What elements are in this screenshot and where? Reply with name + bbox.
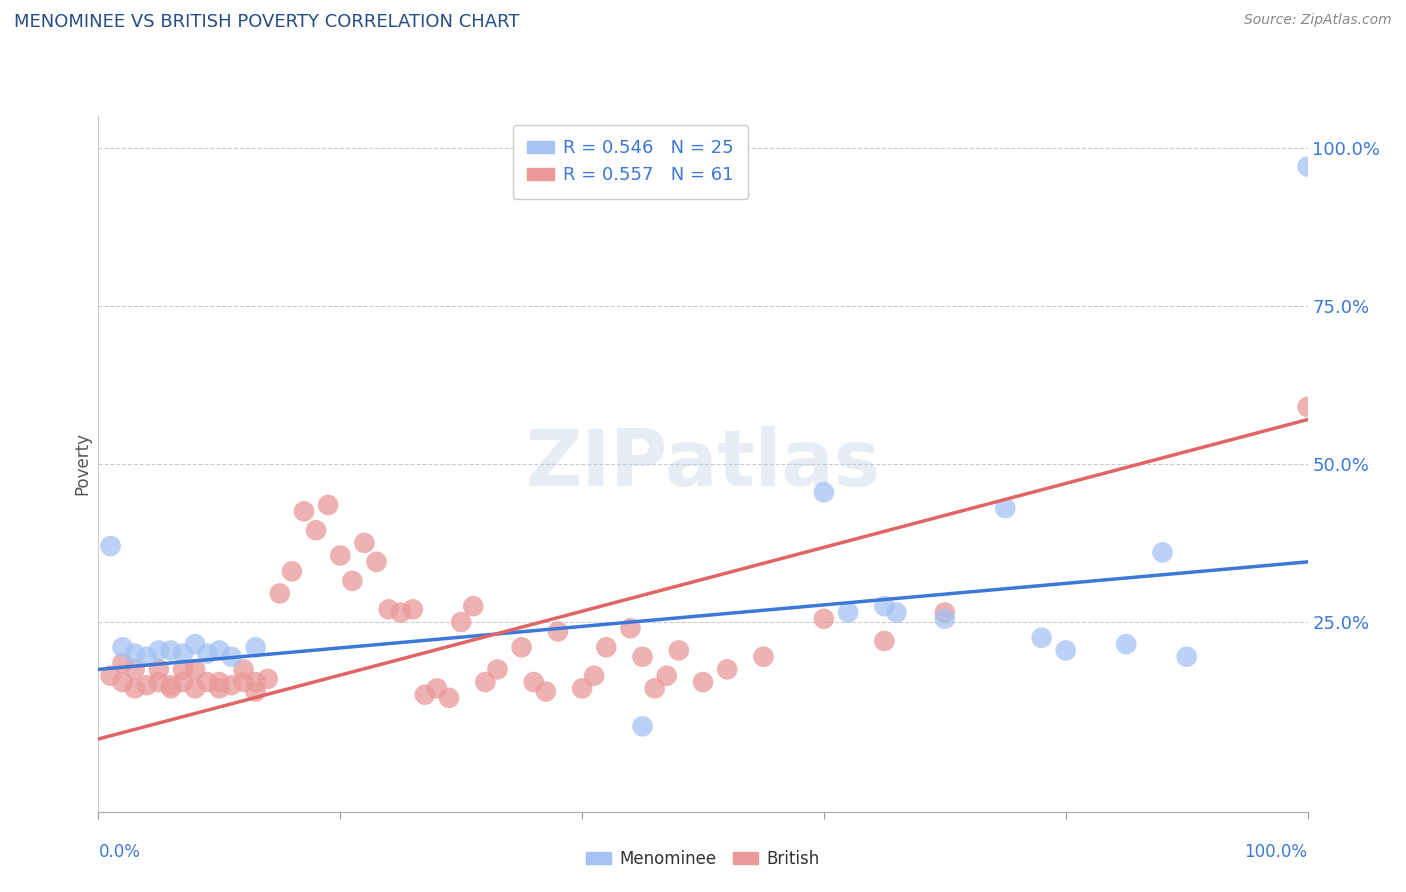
Point <box>474 675 496 690</box>
Point <box>873 634 896 648</box>
Point <box>402 602 425 616</box>
Point <box>281 565 304 579</box>
Point <box>631 719 654 733</box>
Point <box>124 647 146 661</box>
Point <box>195 647 218 661</box>
Point <box>111 640 134 655</box>
Text: 0.0%: 0.0% <box>98 843 141 861</box>
Point <box>631 649 654 664</box>
Point <box>353 536 375 550</box>
Point <box>450 615 472 629</box>
Point <box>245 684 267 698</box>
Point <box>413 688 436 702</box>
Point <box>523 675 546 690</box>
Point <box>437 690 460 705</box>
Point <box>100 669 122 683</box>
Point <box>221 678 243 692</box>
Point <box>595 640 617 655</box>
Point <box>934 606 956 620</box>
Point <box>111 656 134 670</box>
Point <box>160 681 183 696</box>
Text: ZIPatlas: ZIPatlas <box>526 425 880 502</box>
Point <box>813 485 835 500</box>
Point <box>148 662 170 676</box>
Point <box>692 675 714 690</box>
Point <box>583 669 606 683</box>
Legend: R = 0.546   N = 25, R = 0.557   N = 61: R = 0.546 N = 25, R = 0.557 N = 61 <box>513 125 748 199</box>
Point <box>873 599 896 614</box>
Point <box>426 681 449 696</box>
Text: Source: ZipAtlas.com: Source: ZipAtlas.com <box>1244 13 1392 28</box>
Point <box>486 662 509 676</box>
Point <box>269 586 291 600</box>
Point <box>934 612 956 626</box>
Point <box>135 678 157 692</box>
Point <box>329 549 352 563</box>
Point <box>172 647 194 661</box>
Point <box>245 675 267 690</box>
Point <box>184 662 207 676</box>
Point <box>172 662 194 676</box>
Point <box>655 669 678 683</box>
Point <box>1296 160 1319 174</box>
Point <box>100 539 122 553</box>
Text: MENOMINEE VS BRITISH POVERTY CORRELATION CHART: MENOMINEE VS BRITISH POVERTY CORRELATION… <box>14 13 520 31</box>
Point <box>534 684 557 698</box>
Point <box>377 602 399 616</box>
Legend: Menominee, British: Menominee, British <box>579 844 827 875</box>
Point <box>292 504 315 518</box>
Point <box>184 637 207 651</box>
Point <box>305 523 328 537</box>
Point <box>232 662 254 676</box>
Y-axis label: Poverty: Poverty <box>73 433 91 495</box>
Point <box>571 681 593 696</box>
Point <box>148 643 170 657</box>
Point <box>668 643 690 657</box>
Point <box>316 498 339 512</box>
Point <box>752 649 775 664</box>
Point <box>195 675 218 690</box>
Point <box>619 621 641 635</box>
Point <box>184 681 207 696</box>
Point <box>994 501 1017 516</box>
Point <box>1115 637 1137 651</box>
Point <box>886 606 908 620</box>
Point <box>172 675 194 690</box>
Point <box>837 606 859 620</box>
Point <box>124 662 146 676</box>
Point <box>232 675 254 690</box>
Point <box>148 675 170 690</box>
Point <box>463 599 485 614</box>
Point <box>1031 631 1053 645</box>
Text: 100.0%: 100.0% <box>1244 843 1308 861</box>
Point <box>644 681 666 696</box>
Point <box>716 662 738 676</box>
Point <box>1152 545 1174 559</box>
Point <box>389 606 412 620</box>
Point <box>1296 400 1319 414</box>
Point <box>510 640 533 655</box>
Point <box>160 643 183 657</box>
Point <box>547 624 569 639</box>
Point <box>208 675 231 690</box>
Point <box>208 643 231 657</box>
Point <box>111 675 134 690</box>
Point <box>813 612 835 626</box>
Point <box>221 649 243 664</box>
Point <box>208 681 231 696</box>
Point <box>1054 643 1077 657</box>
Point <box>342 574 364 588</box>
Point <box>256 672 278 686</box>
Point <box>245 640 267 655</box>
Point <box>135 649 157 664</box>
Point <box>124 681 146 696</box>
Point <box>366 555 388 569</box>
Point <box>1175 649 1198 664</box>
Point <box>160 678 183 692</box>
